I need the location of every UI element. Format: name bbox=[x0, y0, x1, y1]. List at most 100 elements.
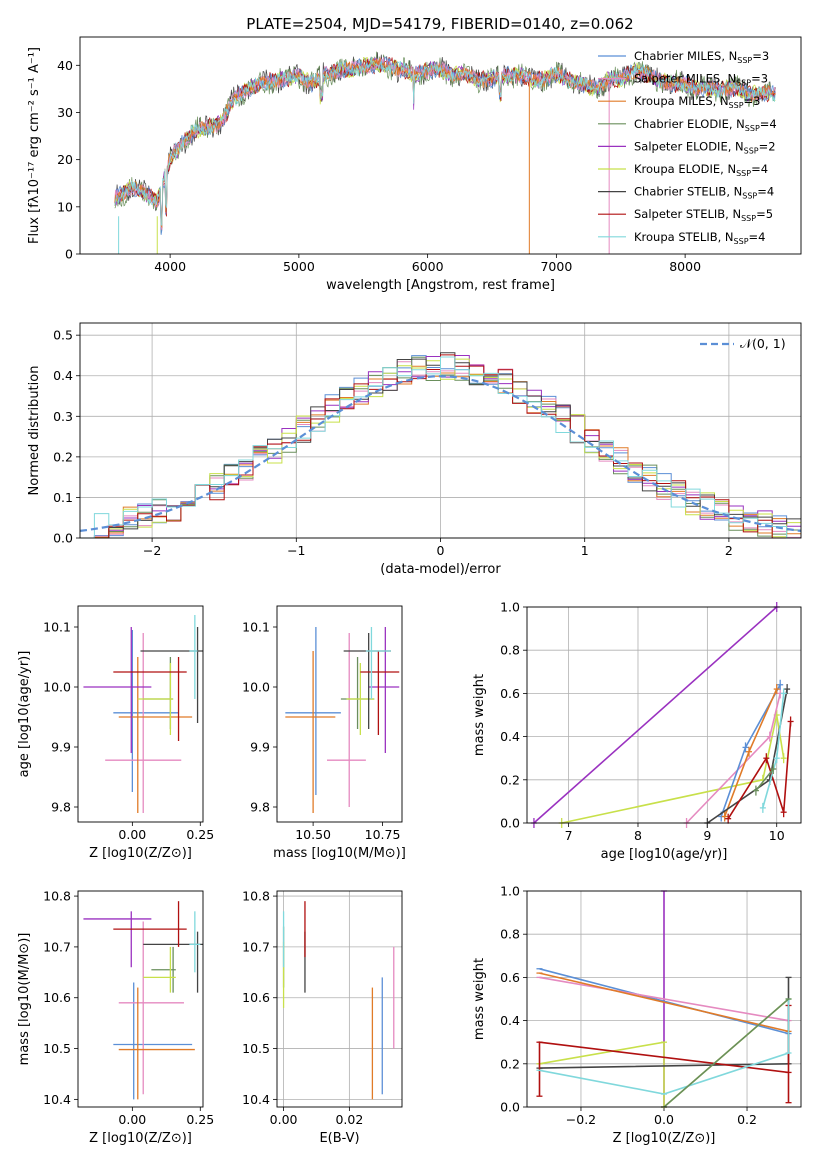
y-tick-label: 10.1 bbox=[242, 620, 270, 635]
y-axis-label: age [log10(age/yr)] bbox=[17, 651, 32, 778]
weight-line-kroupa_elodie bbox=[561, 714, 785, 824]
y-tick-label: 40 bbox=[57, 58, 73, 73]
legend-label: 𝒩(0, 1) bbox=[740, 336, 786, 351]
y-tick-label: 0.0 bbox=[500, 816, 520, 831]
y-axis-label: mass weight bbox=[472, 674, 487, 756]
legend-label: Chabrier MILES, NSSP=3 bbox=[634, 49, 769, 65]
x-tick-label: 1 bbox=[581, 543, 589, 558]
y-tick-label: 0.8 bbox=[500, 927, 520, 942]
axes-frame bbox=[79, 36, 802, 255]
y-tick-label: 10.0 bbox=[43, 680, 71, 695]
spectrum-line-kroupa_miles bbox=[114, 58, 776, 229]
x-tick-label: 0.0 bbox=[654, 1112, 674, 1127]
y-tick-label: 0.0 bbox=[500, 1100, 520, 1115]
age-vs-metallicity-panel: 0.00 0.25 9.8 9.9 10.0 10.1 Z [log10(Z/Z⊙)] age… bbox=[17, 605, 214, 861]
axes-frame bbox=[276, 605, 403, 823]
y-tick-label: 0 bbox=[65, 247, 73, 262]
x-axis-label: Z [log10(Z/Z⊙)] bbox=[613, 1131, 716, 1146]
mass-vs-metallicity-panel: 0.00 0.25 10.4 10.5 10.6 10.7 10.8 Z [log10(Z/Z… bbox=[17, 889, 214, 1146]
x-tick-label: 0 bbox=[437, 543, 445, 558]
y-tick-label: 30 bbox=[57, 105, 73, 120]
mass-vs-extinction-panel: 0.00 0.02 10.4 10.5 10.6 10.7 10.8 E(B-V) bbox=[242, 889, 403, 1146]
x-tick-label: −0.2 bbox=[566, 1112, 596, 1127]
legend-label: Salpeter ELODIE, NSSP=2 bbox=[634, 139, 776, 155]
y-tick-label: 10.4 bbox=[43, 1092, 71, 1107]
y-tick-label: 10.4 bbox=[242, 1092, 270, 1107]
y-tick-label: 10.5 bbox=[43, 1041, 71, 1056]
legend-label: Kroupa STELIB, NSSP=4 bbox=[634, 230, 765, 246]
spectrum-line-salpeter_miles bbox=[114, 56, 776, 231]
weight-line-salpeter_elodie bbox=[533, 606, 778, 824]
x-tick-label: −1 bbox=[287, 543, 305, 558]
y-tick-label: 9.9 bbox=[250, 740, 270, 755]
y-tick-label: 9.8 bbox=[51, 800, 71, 815]
x-tick-label: 4000 bbox=[154, 259, 186, 274]
histogram-kroupa_elodie bbox=[80, 358, 801, 539]
y-tick-label: 10.6 bbox=[43, 990, 71, 1005]
legend-label: Salpeter STELIB, NSSP=5 bbox=[634, 207, 773, 223]
x-tick-label: 0.02 bbox=[335, 1112, 363, 1127]
x-axis-label: Z [log10(Z/Z⊙)] bbox=[89, 846, 192, 861]
y-tick-label: 10.7 bbox=[242, 939, 270, 954]
weight-line-kroupa_miles bbox=[539, 972, 789, 1033]
y-tick-label: 0.0 bbox=[53, 531, 73, 546]
spectrum-panel: 4000 5000 6000 7000 8000 0 10 20 30 40 wavelength … bbox=[27, 36, 802, 293]
x-tick-label: 7000 bbox=[540, 259, 572, 274]
x-tick-label: 10 bbox=[769, 828, 785, 843]
age-vs-mass-panel: 10.50 10.75 9.8 9.9 10.0 10.1 mass [log10(M/M⊙… bbox=[242, 605, 406, 861]
x-tick-label: 10.50 bbox=[295, 827, 331, 842]
y-tick-label: 0.6 bbox=[500, 970, 520, 985]
y-tick-label: 20 bbox=[57, 152, 73, 167]
x-tick-label: 0.2 bbox=[737, 1112, 757, 1127]
normal-curve bbox=[79, 375, 802, 532]
axes-frame bbox=[77, 605, 204, 823]
x-axis-label: E(B-V) bbox=[319, 1131, 359, 1146]
residual-panel: −2 −1 0 1 2 0.0 0.1 0.2 0.3 0.4 0.5 (data-model)/er… bbox=[27, 322, 802, 577]
spectrum-line-kroupa_stelib bbox=[114, 56, 776, 226]
weight-line-chabrier_miles bbox=[720, 684, 781, 817]
axes-frame bbox=[526, 606, 802, 824]
y-tick-label: 0.6 bbox=[500, 686, 520, 701]
y-tick-label: 0.2 bbox=[500, 1056, 520, 1071]
x-tick-label: 7 bbox=[565, 828, 573, 843]
y-tick-label: 0.3 bbox=[53, 409, 73, 424]
x-tick-label: 0.00 bbox=[118, 1112, 146, 1127]
y-axis-label: mass [log10(M/M⊙)] bbox=[17, 933, 32, 1066]
weight-line-salpeter_stelib bbox=[727, 721, 792, 820]
y-tick-label: 0.2 bbox=[53, 449, 73, 464]
legend-label: Kroupa ELODIE, NSSP=4 bbox=[634, 162, 768, 178]
weight-vs-metallicity-panel: −0.2 0.0 0.2 0.0 0.2 0.4 0.6 0.8 1.0 Z [log10(Z/Z… bbox=[472, 884, 802, 1146]
y-tick-label: 0.5 bbox=[53, 328, 73, 343]
y-tick-label: 0.1 bbox=[53, 490, 73, 505]
y-tick-label: 10.1 bbox=[43, 620, 71, 635]
x-axis-label: wavelength [Angstrom, rest frame] bbox=[326, 278, 555, 293]
y-tick-label: 10.8 bbox=[43, 889, 71, 904]
y-tick-label: 0.4 bbox=[53, 368, 73, 383]
figure-title: PLATE=2504, MJD=54179, FIBERID=0140, z=0… bbox=[246, 15, 633, 33]
y-tick-label: 1.0 bbox=[500, 600, 520, 615]
x-tick-label: 5000 bbox=[283, 259, 315, 274]
y-tick-label: 1.0 bbox=[500, 884, 520, 899]
axes-frame bbox=[276, 890, 403, 1108]
x-tick-label: 10.75 bbox=[365, 827, 401, 842]
histogram-kroupa_stelib bbox=[80, 356, 801, 539]
x-tick-label: 0.25 bbox=[186, 827, 214, 842]
x-axis-label: age [log10(age/yr)] bbox=[601, 847, 728, 862]
y-tick-label: 10.6 bbox=[242, 990, 270, 1005]
x-axis-label: (data-model)/error bbox=[380, 562, 501, 577]
y-tick-label: 10.8 bbox=[242, 889, 270, 904]
x-tick-label: 2 bbox=[725, 543, 733, 558]
legend-label: Chabrier STELIB, NSSP=4 bbox=[634, 185, 774, 201]
y-tick-label: 0.2 bbox=[500, 772, 520, 787]
x-tick-label: −2 bbox=[143, 543, 161, 558]
weight-line-chabrier_elodie bbox=[755, 768, 774, 792]
y-tick-label: 0.4 bbox=[500, 729, 520, 744]
x-tick-label: 9 bbox=[703, 828, 711, 843]
x-tick-label: 8 bbox=[634, 828, 642, 843]
y-axis-label: mass weight bbox=[472, 958, 487, 1040]
y-tick-label: 0.8 bbox=[500, 643, 520, 658]
weight-line-chabrier_miles bbox=[539, 968, 789, 1035]
weight-line-kroupa_stelib bbox=[539, 999, 790, 1095]
y-tick-label: 10.5 bbox=[242, 1041, 270, 1056]
